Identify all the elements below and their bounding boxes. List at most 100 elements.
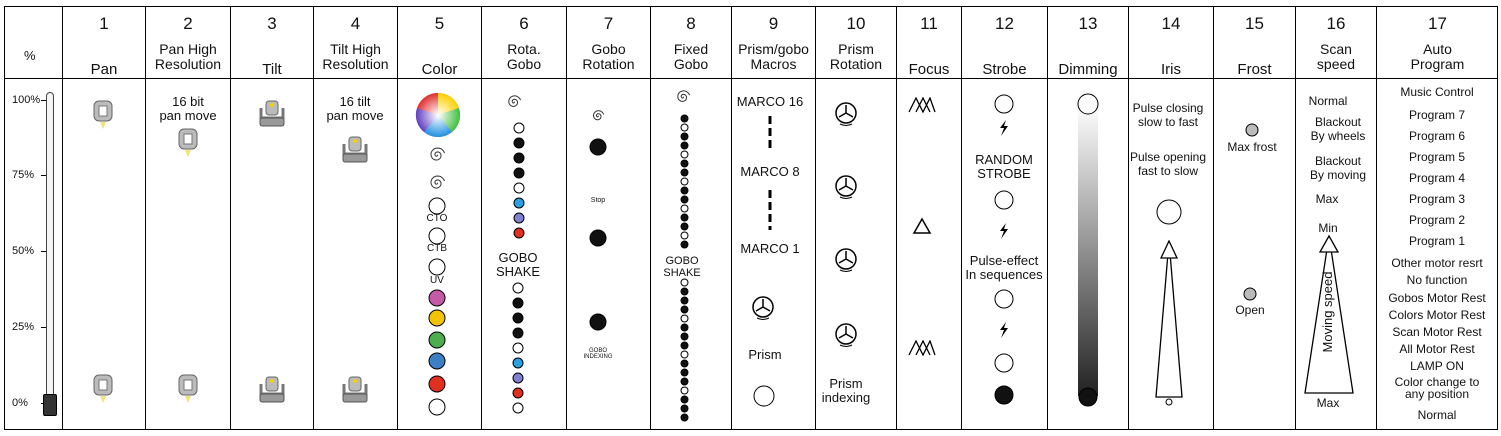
- fader-thumb[interactable]: [43, 394, 57, 416]
- channel-number: 6: [519, 14, 529, 33]
- percent-label: 75%: [12, 169, 35, 181]
- channel-number: 15: [1245, 14, 1264, 33]
- scan-blackout-moving-label: Blackout By moving: [1309, 154, 1367, 182]
- color-circle-icon: [428, 197, 446, 215]
- tilt-head-icon: [342, 376, 368, 403]
- strobe-bolt-icon: [1000, 322, 1008, 338]
- focus-icon: [908, 340, 936, 356]
- scan-speed-wedge-icon: [1304, 234, 1354, 394]
- pan-head-icon: [178, 374, 198, 403]
- color-circle-icon: [428, 398, 446, 416]
- color-label-ctb: CTB: [427, 243, 447, 254]
- prism-rotation-icon: [835, 175, 857, 199]
- strobe-pulse-label: Pulse-effect In sequences: [965, 253, 1043, 282]
- auto-program-item: Music Control: [1400, 85, 1474, 99]
- fixed-gobo-icon: [680, 404, 688, 412]
- channel-name: Focus: [908, 61, 950, 78]
- auto-program-item: Program 2: [1408, 213, 1466, 227]
- focus-triangle-icon: [912, 217, 932, 234]
- scan-normal-label: Normal: [1308, 94, 1348, 108]
- channel-name: Auto Program: [1410, 41, 1465, 72]
- channel-column-2: 2 Pan High Resolution: [145, 6, 230, 430]
- color-swatch-icon: [428, 289, 446, 307]
- fader-track: [46, 92, 54, 414]
- auto-program-item: No function: [1406, 273, 1468, 287]
- percent-tick: [41, 175, 46, 176]
- channel-number: 8: [686, 14, 696, 33]
- iris-small-circle-icon: [1165, 398, 1173, 406]
- channel-name: Dimming: [1058, 61, 1118, 78]
- gobo-icon: [513, 167, 525, 179]
- frost-circle-icon: [1245, 123, 1259, 137]
- auto-program-item: Program 6: [1408, 129, 1466, 143]
- gobo-icon: [513, 227, 525, 239]
- chart-frame: [4, 6, 1498, 430]
- channel-name: Frost: [1237, 61, 1272, 78]
- gobo-icon: [513, 212, 525, 224]
- tilt-head-icon: [342, 136, 368, 163]
- strobe-circle-icon: [994, 289, 1014, 309]
- fixed-gobo-icon: [680, 359, 688, 367]
- gobo-icon: [513, 182, 525, 194]
- fixed-gobo-icon: [680, 114, 688, 122]
- gobo-rotation-icon: [593, 110, 605, 121]
- fixed-gobo-icon: [680, 377, 688, 385]
- fixed-gobo-icon: [680, 341, 688, 349]
- dimming-gradient-icon: [1077, 93, 1099, 407]
- channel-name: Tilt High Resolution: [322, 41, 389, 72]
- color-swatch-icon: [428, 375, 446, 393]
- channel-name: Tilt: [262, 61, 282, 78]
- channel-name: Prism Rotation: [829, 41, 883, 72]
- gobo-shake-label: GOBO SHAKE: [495, 250, 541, 279]
- channel-number: 12: [995, 14, 1014, 33]
- percent-tick: [41, 100, 46, 101]
- channel-number: 3: [267, 14, 277, 33]
- channel-number: 1: [99, 14, 109, 33]
- scan-max-label: Max: [1315, 192, 1339, 206]
- pan-head-icon: [93, 100, 113, 129]
- color-swatch-icon: [428, 331, 446, 349]
- channel-column-9: 9 Prism/gobo Macros: [731, 6, 815, 430]
- color-label-uv: UV: [430, 275, 444, 286]
- macro-16-label: MARCO 16: [736, 94, 804, 109]
- channel-column-1: 1 Pan: [62, 6, 145, 430]
- prism-rotation-icon: [835, 323, 857, 347]
- fixed-gobo-icon: [680, 159, 688, 167]
- channel-number: 7: [603, 14, 614, 33]
- fixed-gobo-icon: [680, 132, 688, 140]
- percent-label: 0%: [12, 397, 28, 409]
- gobo-rotation-icon: [589, 229, 607, 247]
- auto-program-item: Program 1: [1408, 234, 1466, 248]
- channel-name: Pan: [90, 61, 118, 78]
- channel-name: Scan speed: [1316, 41, 1356, 72]
- header-divider: [4, 78, 1498, 79]
- channel-column-14: 14 Iris: [1128, 6, 1213, 430]
- focus-icon: [908, 97, 936, 113]
- channel-name: Pan High Resolution: [154, 41, 222, 72]
- gobo-rotation-icon: [589, 138, 607, 156]
- fixed-gobo-spiral-icon: [677, 90, 691, 102]
- channel-column-8: 8 Fixed Gobo: [650, 6, 731, 430]
- fixed-gobo-icon: [680, 386, 688, 394]
- channel-column-4: 4 Tilt High Resolution: [313, 6, 397, 430]
- channel-name: Rota. Gobo: [506, 41, 542, 72]
- channel-number: 16: [1326, 14, 1346, 33]
- auto-program-item: Program 3: [1408, 192, 1466, 206]
- gobo-spiral-icon: [508, 95, 522, 107]
- strobe-circle-icon: [994, 190, 1014, 210]
- channel-number: 10: [846, 14, 866, 33]
- tilt-head-icon: [259, 100, 285, 127]
- fixed-gobo-icon: [680, 314, 688, 322]
- color-label-cto: CTO: [426, 213, 448, 224]
- gobo-icon: [513, 137, 525, 149]
- frost-max-label: Max frost: [1227, 140, 1277, 154]
- fixed-gobo-icon: [680, 332, 688, 340]
- channel-column-15: 15 Frost: [1213, 6, 1295, 430]
- pan-head-icon: [178, 128, 198, 157]
- channel-column-12: 12 Strobe: [961, 6, 1047, 430]
- channel-name: Fixed Gobo: [673, 41, 709, 72]
- percent-tick: [41, 327, 46, 328]
- percent-label: 100%: [12, 94, 41, 106]
- macro-circle-icon: [753, 385, 775, 407]
- fixed-gobo-icon: [680, 195, 688, 203]
